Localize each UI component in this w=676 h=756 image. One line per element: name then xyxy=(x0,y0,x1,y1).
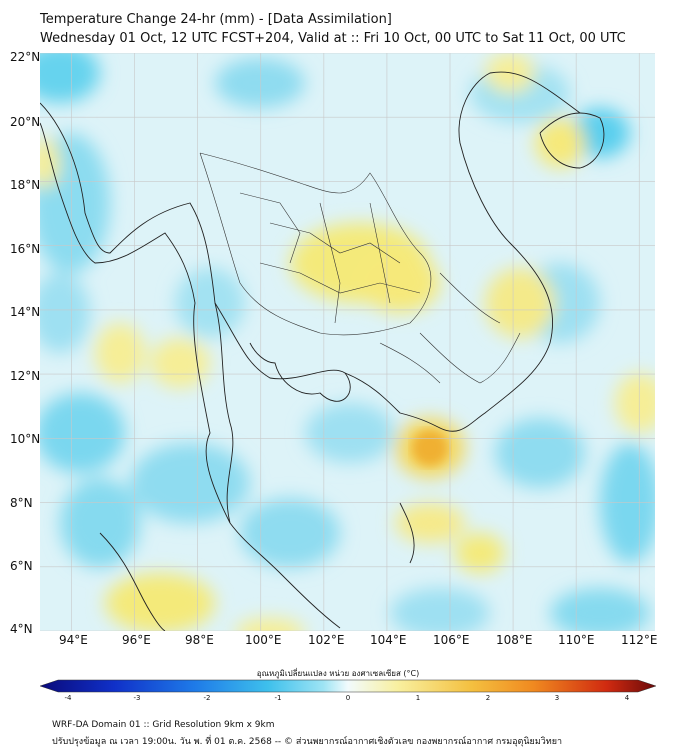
lon-label-110: 110°E xyxy=(558,633,595,647)
map-subtitle: Wednesday 01 Oct, 12 UTC FCST+204, Valid… xyxy=(40,31,626,46)
colorbar-tick: 2 xyxy=(485,694,491,702)
map-title: Temperature Change 24-hr (mm) - [Data As… xyxy=(40,12,392,27)
lat-label-6: 6°N xyxy=(10,559,33,573)
field-blobs xyxy=(40,53,655,631)
lat-label-18: 18°N xyxy=(10,178,41,192)
lon-label-94: 94°E xyxy=(59,633,88,647)
footer-credit: ปรับปรุงข้อมูล ณ เวลา 19:00น. วัน พ. ที่… xyxy=(52,737,563,747)
colorbar-tick: -4 xyxy=(64,694,72,702)
lon-label-102: 102°E xyxy=(308,633,345,647)
colorbar-tick: -1 xyxy=(274,694,282,702)
lat-label-16: 16°N xyxy=(10,242,41,256)
colorbar-tick: 3 xyxy=(554,694,560,702)
colorbar-tick: -3 xyxy=(133,694,141,702)
colorbar xyxy=(40,679,656,693)
lon-label-98: 98°E xyxy=(185,633,214,647)
lat-label-8: 8°N xyxy=(10,496,33,510)
lon-label-104: 104°E xyxy=(370,633,407,647)
colorbar-title: อุณหภูมิเปลี่ยนแปลง หน่วย องศาเซลเซียส (… xyxy=(256,669,420,678)
lon-label-100: 100°E xyxy=(245,633,282,647)
temperature-change-field xyxy=(40,53,655,631)
footer-model-info: WRF-DA Domain 01 :: Grid Resolution 9km … xyxy=(52,720,275,730)
lat-label-12: 12°N xyxy=(10,369,41,383)
hot-spot xyxy=(412,430,448,466)
lon-label-96: 96°E xyxy=(122,633,151,647)
colorbar-tick: 4 xyxy=(624,694,630,702)
lat-label-20: 20°N xyxy=(10,115,41,129)
lat-label-14: 14°N xyxy=(10,305,41,319)
lat-label-10: 10°N xyxy=(10,432,41,446)
lon-label-106: 106°E xyxy=(433,633,470,647)
map-panel xyxy=(40,53,655,631)
coastlines xyxy=(40,71,605,631)
colorbar-tick: -2 xyxy=(203,694,211,702)
lon-label-108: 108°E xyxy=(496,633,533,647)
lat-label-22: 22°N xyxy=(10,50,41,64)
colorbar-tick: 0 xyxy=(345,694,351,702)
lat-label-4: 4°N xyxy=(10,622,33,636)
colorbar-tick: 1 xyxy=(415,694,421,702)
lon-label-112: 112°E xyxy=(621,633,658,647)
colorbar-bar xyxy=(40,679,656,693)
admin-borders xyxy=(199,152,521,384)
